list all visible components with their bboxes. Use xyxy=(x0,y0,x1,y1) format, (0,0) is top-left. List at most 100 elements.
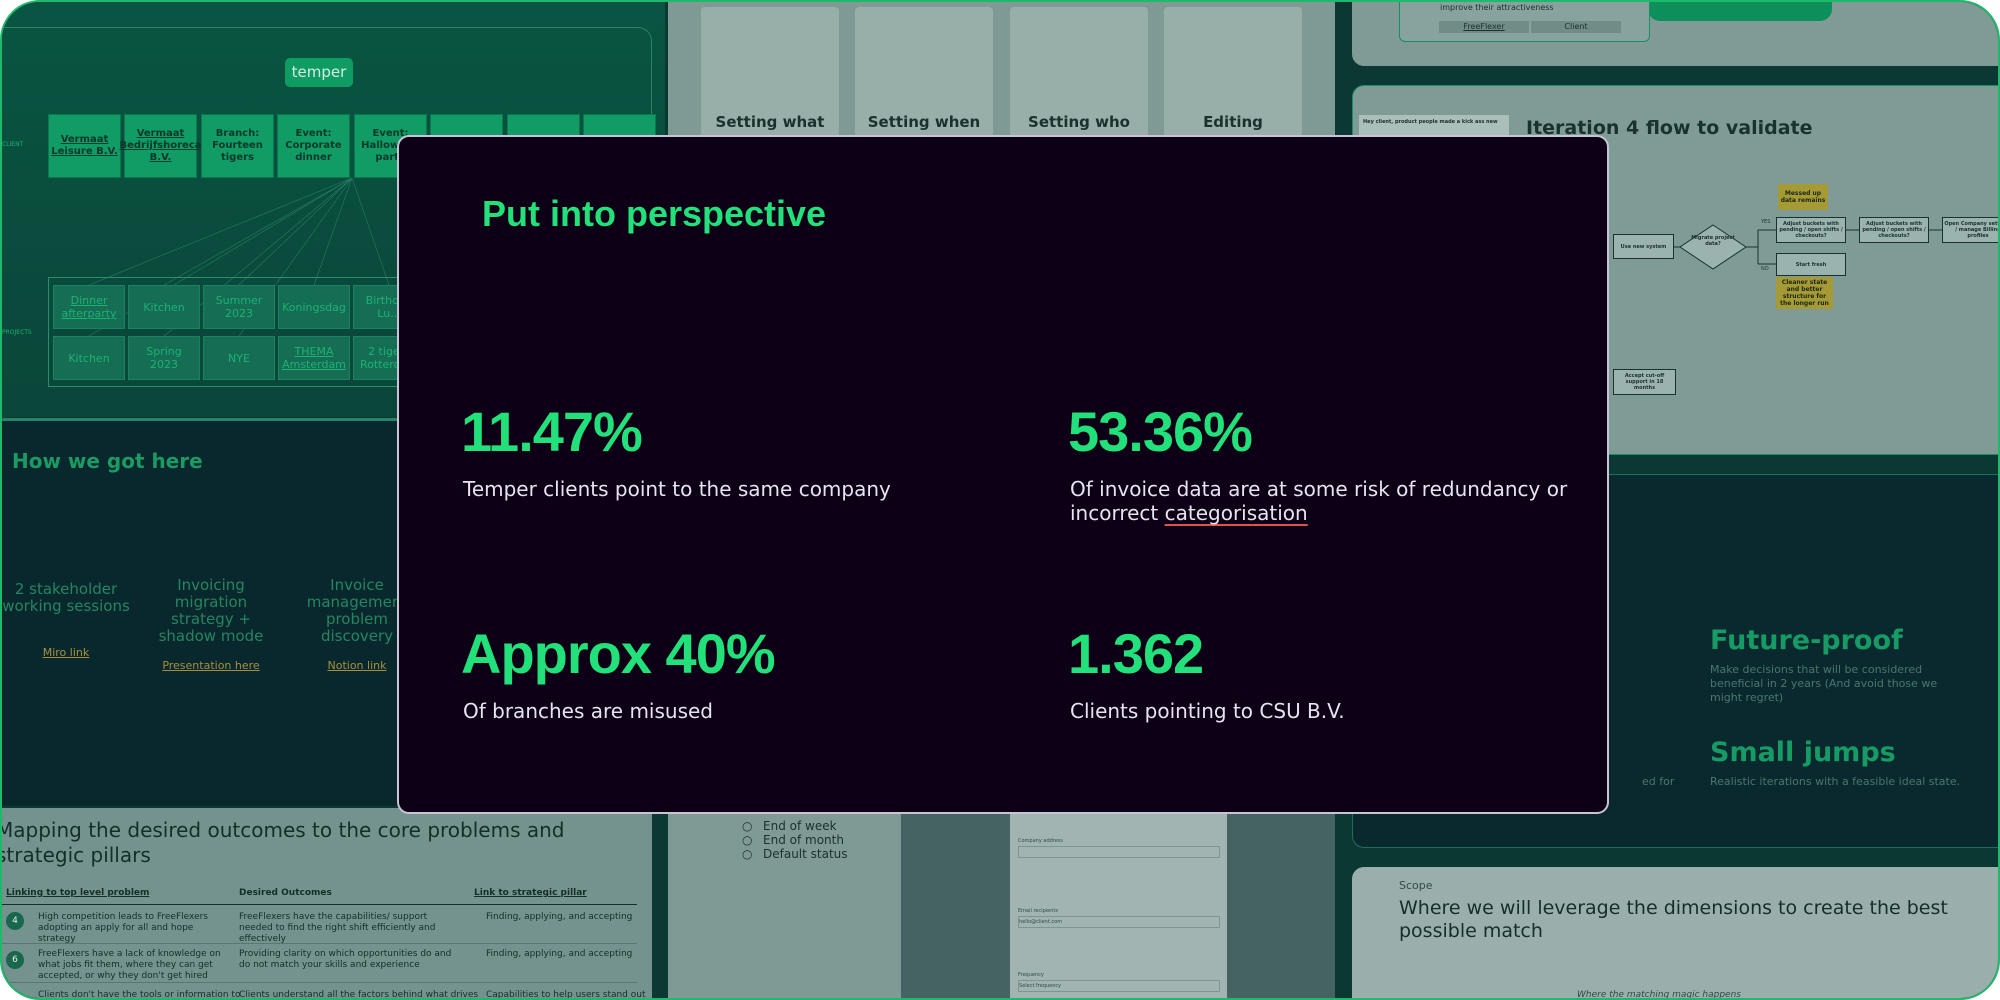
project-box: NYE xyxy=(203,336,275,380)
project-box: Spring 2023 xyxy=(128,336,200,380)
client-label: CLIENT xyxy=(2,141,24,148)
table-cell: Providing clarity on which opportunities… xyxy=(239,949,452,970)
frequency-option: End of week xyxy=(763,819,837,833)
stat-description: Of branches are misused xyxy=(463,699,713,723)
stat-value: Approx 40% xyxy=(461,622,776,685)
history-item: Invoicing migration strategy + shadow mo… xyxy=(158,576,264,645)
accent-shape xyxy=(1648,2,1832,21)
form-label: Frequency xyxy=(1018,972,1044,978)
flow-node: Use new system xyxy=(1613,234,1674,259)
table-cell: Clients understand all the factors behin… xyxy=(239,990,479,1000)
mapping-title: Mapping the desired outcomes to the core… xyxy=(0,818,565,867)
sticky-note: Cleaner state and better structure for t… xyxy=(1776,277,1833,309)
history-link[interactable]: Notion link xyxy=(327,659,387,672)
table-cell: Clients don't have the tools or informat… xyxy=(38,990,241,1000)
table-cell: FreeFlexers have a lack of knowledge on … xyxy=(38,949,221,981)
flow-connectors xyxy=(1674,224,1942,270)
scope-panel: Scope Where we will leverage the dimensi… xyxy=(1352,867,1998,1000)
perspective-card: Put into perspective 11.47% Temper clien… xyxy=(397,135,1609,814)
form-label: Email recipients xyxy=(1018,908,1058,914)
flagged-word: categorisation xyxy=(1164,501,1308,525)
row-number: 4 xyxy=(6,912,24,930)
project-box: Dinner afterparty xyxy=(53,285,125,329)
form-input[interactable]: hello@client.com xyxy=(1018,916,1220,928)
client-box: Vermaat Leisure B.V. xyxy=(48,114,121,178)
flow-node: Accept cut-off support in 18 months xyxy=(1613,369,1676,395)
bullet: ○ xyxy=(742,847,753,861)
stat-description: Of invoice data are at some risk of redu… xyxy=(1070,477,1570,525)
principle-description: Realistic iterations with a feasible ide… xyxy=(1710,775,1961,788)
edge-label: NO xyxy=(1761,266,1769,272)
flow-node: Adjust buckets with pending / open shift… xyxy=(1859,217,1929,243)
settings-card: Setting what xyxy=(701,7,839,137)
scope-label: Scope xyxy=(1399,879,1433,892)
stat-description-text: Of invoice data are at some risk of redu… xyxy=(1070,477,1568,525)
settings-card-label: Setting what xyxy=(715,113,825,131)
project-box: Kitchen xyxy=(128,285,200,329)
stat-value: 11.47% xyxy=(461,400,643,463)
sticky-note: Messed up data remains xyxy=(1778,184,1828,210)
history-title: How we got here xyxy=(12,449,203,473)
flow-title: Iteration 4 flow to validate xyxy=(1526,117,1813,139)
principle-fragment: ed for xyxy=(1642,775,1675,788)
table-rule xyxy=(2,943,637,944)
org-lines xyxy=(88,177,390,337)
project-box: THEMA Amsterdam xyxy=(278,336,350,380)
settings-card-label: Setting when xyxy=(867,113,981,131)
history-item: 2 stakeholder working sessions xyxy=(2,580,130,615)
client-box: Event: Corporate dinner xyxy=(277,114,350,178)
form-select[interactable]: Select frequency xyxy=(1018,980,1220,992)
principle-description: Make decisions that will be considered b… xyxy=(1710,663,1938,704)
stat-description: Temper clients point to the same company xyxy=(463,477,891,501)
frequency-option: Default status xyxy=(763,847,848,861)
history-link[interactable]: Miro link xyxy=(42,646,90,659)
settings-card-label: Editing xyxy=(1203,113,1263,131)
form-input[interactable] xyxy=(1018,846,1220,858)
history-link[interactable]: Presentation here xyxy=(162,659,260,672)
table-rule xyxy=(2,904,637,905)
table-cell: Capabilities to help users stand out xyxy=(486,990,646,1000)
row-number: 6 xyxy=(6,951,24,969)
principle-title: Small jumps xyxy=(1710,737,1896,768)
panel-text: improve their attractiveness xyxy=(1440,3,1554,12)
flow-node: Open Company settings / manage Billing p… xyxy=(1942,217,1998,243)
table-header: Linking to top level problem xyxy=(6,888,150,898)
table-header: Desired Outcomes xyxy=(239,888,332,898)
projects-label: PROJECTS xyxy=(2,329,32,336)
logo: temper xyxy=(285,58,353,87)
form-value: hello@client.com xyxy=(1019,919,1063,925)
project-box: Summer 2023 xyxy=(203,285,275,329)
table-cell: Finding, applying, and accepting xyxy=(486,949,633,959)
mapping-panel: Mapping the desired outcomes to the core… xyxy=(0,808,652,1000)
flow-node: Adjust buckets with pending / open shift… xyxy=(1776,217,1846,243)
table-cell: Finding, applying, and accepting xyxy=(486,912,633,922)
button-group: improve their attractiveness FreeFlexer … xyxy=(1399,2,1650,42)
flow-decision: Migrate project data? xyxy=(1691,235,1735,247)
client-box: Vermaat Bedrijfshoreca B.V. xyxy=(119,114,202,178)
bullet: ○ xyxy=(742,819,753,833)
settings-card: Setting when xyxy=(855,7,993,137)
scope-title: Where we will leverage the dimensions to… xyxy=(1399,897,1948,942)
bullet: ○ xyxy=(742,833,753,847)
project-box: Kitchen xyxy=(53,336,125,380)
settings-card: Setting who xyxy=(1010,7,1148,137)
stat-value: 1.362 xyxy=(1068,622,1204,685)
form-value: Select frequency xyxy=(1019,983,1062,989)
principle-title: Future-proof xyxy=(1710,625,1903,656)
project-box: Koningsdag xyxy=(278,285,350,329)
toggle-button[interactable]: Client xyxy=(1531,21,1621,33)
settings-card-label: Setting who xyxy=(1028,113,1130,131)
client-box: Branch: Fourteen tigers xyxy=(201,114,274,178)
form-label: Company address xyxy=(1018,838,1064,844)
toggle-button[interactable]: FreeFlexer xyxy=(1439,21,1529,33)
stat-description: Clients pointing to CSU B.V. xyxy=(1070,699,1345,723)
table-cell: FreeFlexers have the capabilities/ suppo… xyxy=(239,912,436,944)
stat-value: 53.36% xyxy=(1068,400,1253,463)
settings-card: Editing xyxy=(1164,7,1302,137)
frequency-option: End of month xyxy=(763,833,844,847)
top-right-panel: improve their attractiveness FreeFlexer … xyxy=(1352,2,1998,66)
scope-caption: Where the matching magic happens xyxy=(1577,990,1741,1000)
table-cell: High competition leads to FreeFlexers ad… xyxy=(38,912,208,944)
form-card: Company address Email recipients hello@c… xyxy=(1010,814,1227,998)
